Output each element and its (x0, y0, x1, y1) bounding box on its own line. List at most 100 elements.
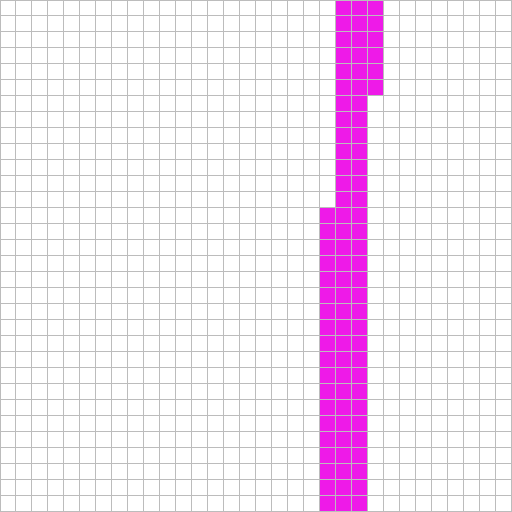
grid-cell[interactable] (16, 400, 32, 416)
grid-cell[interactable] (400, 288, 416, 304)
grid-cell[interactable] (272, 240, 288, 256)
grid-cell[interactable] (272, 176, 288, 192)
grid-cell[interactable] (464, 448, 480, 464)
grid-cell[interactable] (48, 256, 64, 272)
grid-cell[interactable] (128, 384, 144, 400)
grid-cell[interactable] (80, 80, 96, 96)
grid-cell[interactable] (272, 496, 288, 512)
grid-cell[interactable] (288, 224, 304, 240)
grid-cell[interactable] (144, 48, 160, 64)
grid-cell[interactable] (208, 320, 224, 336)
grid-cell[interactable] (0, 64, 16, 80)
grid-cell[interactable] (112, 448, 128, 464)
grid-cell[interactable] (112, 176, 128, 192)
grid-cell[interactable] (256, 384, 272, 400)
grid-cell[interactable] (272, 400, 288, 416)
grid-cell[interactable] (256, 176, 272, 192)
grid-cell[interactable] (96, 144, 112, 160)
grid-cell[interactable] (448, 464, 464, 480)
grid-cell[interactable] (208, 0, 224, 16)
grid-cell[interactable] (32, 224, 48, 240)
grid-cell[interactable] (144, 80, 160, 96)
grid-cell[interactable] (48, 448, 64, 464)
grid-cell[interactable] (432, 432, 448, 448)
grid-cell[interactable] (224, 112, 240, 128)
grid-cell[interactable] (128, 240, 144, 256)
grid-cell[interactable] (416, 192, 432, 208)
grid-cell[interactable] (288, 176, 304, 192)
grid-cell[interactable] (304, 336, 320, 352)
grid-cell[interactable] (304, 304, 320, 320)
grid-cell[interactable] (144, 288, 160, 304)
grid-cell[interactable] (192, 128, 208, 144)
grid-cell[interactable] (64, 400, 80, 416)
grid-cell[interactable] (224, 432, 240, 448)
grid-cell[interactable] (128, 432, 144, 448)
grid-cell[interactable] (496, 352, 512, 368)
grid-cell[interactable] (96, 304, 112, 320)
grid-cell[interactable] (128, 416, 144, 432)
grid-cell-filled[interactable] (368, 80, 384, 96)
grid-cell[interactable] (112, 128, 128, 144)
grid-cell[interactable] (480, 32, 496, 48)
grid-cell[interactable] (480, 480, 496, 496)
grid-cell[interactable] (128, 352, 144, 368)
grid-cell[interactable] (272, 64, 288, 80)
grid-cell[interactable] (496, 160, 512, 176)
grid-cell[interactable] (16, 336, 32, 352)
grid-cell[interactable] (304, 144, 320, 160)
grid-cell[interactable] (432, 304, 448, 320)
grid-cell[interactable] (224, 144, 240, 160)
grid-cell[interactable] (80, 128, 96, 144)
grid-cell[interactable] (32, 464, 48, 480)
grid-cell[interactable] (464, 320, 480, 336)
grid-cell[interactable] (32, 288, 48, 304)
grid-cell[interactable] (176, 176, 192, 192)
grid-cell[interactable] (48, 464, 64, 480)
grid-cell[interactable] (64, 448, 80, 464)
grid-cell[interactable] (272, 368, 288, 384)
grid-cell[interactable] (176, 224, 192, 240)
grid-cell[interactable] (224, 192, 240, 208)
grid-cell[interactable] (192, 256, 208, 272)
grid-cell[interactable] (176, 192, 192, 208)
grid-cell[interactable] (400, 480, 416, 496)
grid-cell[interactable] (416, 80, 432, 96)
grid-cell[interactable] (144, 256, 160, 272)
grid-cell[interactable] (288, 384, 304, 400)
grid-cell[interactable] (416, 400, 432, 416)
grid-cell[interactable] (64, 0, 80, 16)
grid-cell[interactable] (288, 288, 304, 304)
grid-cell[interactable] (144, 240, 160, 256)
grid-cell[interactable] (192, 48, 208, 64)
grid-cell[interactable] (464, 496, 480, 512)
grid-cell[interactable] (128, 48, 144, 64)
grid-cell[interactable] (48, 224, 64, 240)
grid-cell[interactable] (64, 416, 80, 432)
grid-cell[interactable] (96, 240, 112, 256)
grid-cell[interactable] (448, 448, 464, 464)
grid-cell-filled[interactable] (336, 448, 352, 464)
grid-cell[interactable] (416, 16, 432, 32)
grid-cell[interactable] (464, 208, 480, 224)
grid-cell[interactable] (192, 0, 208, 16)
grid-cell[interactable] (128, 400, 144, 416)
grid-cell[interactable] (224, 96, 240, 112)
grid-cell[interactable] (112, 304, 128, 320)
grid-cell[interactable] (192, 432, 208, 448)
grid-cell[interactable] (32, 240, 48, 256)
grid-cell[interactable] (384, 192, 400, 208)
grid-cell-filled[interactable] (320, 496, 336, 512)
grid-cell[interactable] (400, 304, 416, 320)
grid-cell[interactable] (192, 496, 208, 512)
grid-cell-filled[interactable] (352, 272, 368, 288)
grid-cell[interactable] (448, 432, 464, 448)
grid-cell[interactable] (160, 416, 176, 432)
grid-cell[interactable] (176, 336, 192, 352)
grid-cell[interactable] (176, 48, 192, 64)
grid-cell[interactable] (160, 224, 176, 240)
grid-cell-filled[interactable] (336, 288, 352, 304)
grid-cell[interactable] (16, 416, 32, 432)
grid-cell[interactable] (176, 480, 192, 496)
grid-cell[interactable] (0, 256, 16, 272)
